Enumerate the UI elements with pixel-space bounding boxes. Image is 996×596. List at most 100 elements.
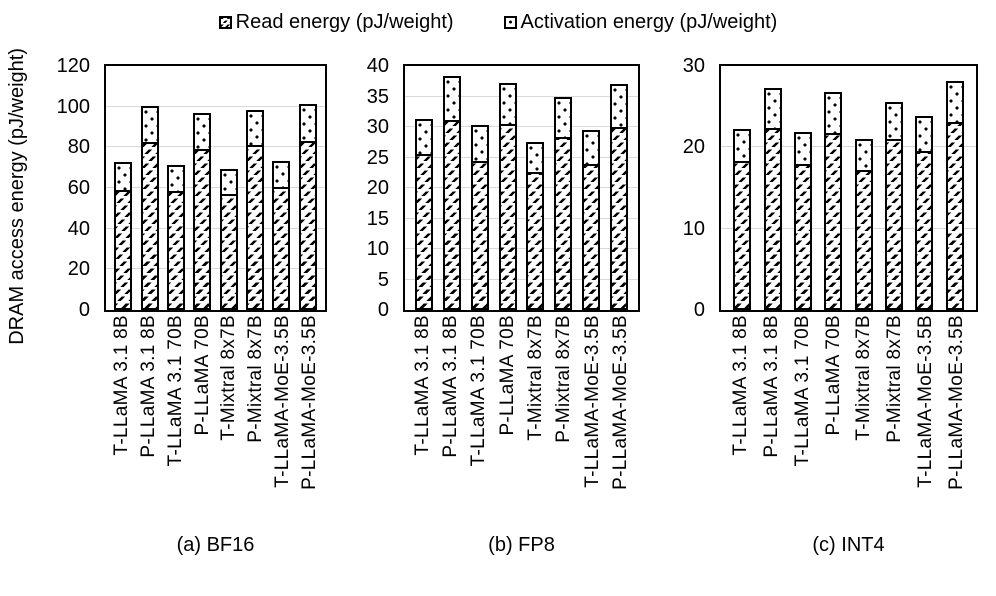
- activation-energy-segment: [945, 80, 964, 125]
- activation-energy-segment: [733, 128, 752, 164]
- gridline: [106, 105, 325, 107]
- bars: [721, 66, 976, 310]
- x-label-slot: T-LLaMA 3.1 70B: [468, 315, 489, 533]
- bar-T-LLaMA 3.1 70B: [793, 131, 812, 310]
- read-energy-segment: [582, 163, 601, 310]
- x-label-slot: T-Mixtral 8x7B: [853, 315, 874, 533]
- y-axis-ticks: 40 35 30 25 20 15 10 5 0: [341, 56, 403, 320]
- read-energy-segment: [763, 127, 782, 310]
- read-energy-swatch-icon: [218, 15, 232, 29]
- x-label-slot: T-LLaMA 3.1 8B: [411, 315, 433, 533]
- gridline: [405, 187, 638, 188]
- bar-T-LLaMA-MoE-3.5B: [272, 160, 291, 310]
- y-tick-label: 100: [56, 95, 90, 118]
- bars: [106, 66, 325, 310]
- activation-energy-segment: [470, 125, 489, 163]
- x-label-slot: T-LLaMA 3.1 8B: [111, 315, 132, 533]
- y-tick-label: 40: [67, 217, 90, 240]
- read-energy-segment: [193, 149, 212, 310]
- bar-T-LLaMA-MoE-3.5B: [582, 130, 601, 310]
- activation-energy-segment: [442, 76, 461, 122]
- read-energy-segment: [526, 171, 545, 310]
- bar-T-LLaMA 3.1 8B: [414, 119, 433, 310]
- bar-P-LLaMA 70B: [824, 92, 843, 310]
- y-tick-label: 5: [377, 268, 389, 291]
- x-tick-label: T-LLaMA 3.1 70B: [791, 315, 813, 467]
- activation-energy-segment: [114, 161, 133, 193]
- bar-P-LLaMA 3.1 8B: [442, 76, 461, 310]
- read-energy-segment: [114, 190, 133, 310]
- gridlines: [405, 66, 638, 310]
- bar-T-LLaMA-MoE-3.5B: [915, 116, 934, 310]
- x-tick-label: T-Mixtral 8x7B: [525, 315, 547, 441]
- activation-energy-segment: [140, 105, 159, 145]
- bar-T-LLaMA 3.1 8B: [114, 161, 133, 310]
- y-tick-label: 120: [56, 55, 90, 77]
- gridlines: [721, 66, 976, 310]
- read-energy-segment: [272, 186, 291, 310]
- activation-energy-segment: [414, 119, 433, 157]
- activation-energy-segment: [884, 101, 903, 142]
- read-energy-segment: [793, 163, 812, 310]
- read-energy-segment: [298, 141, 317, 310]
- read-energy-segment: [884, 139, 903, 310]
- gridline: [405, 248, 638, 249]
- activation-energy-segment: [854, 139, 873, 173]
- activation-energy-segment: [610, 84, 628, 129]
- read-energy-segment: [470, 160, 489, 310]
- bar-T-LLaMA 3.1 70B: [470, 125, 489, 310]
- read-energy-segment: [219, 194, 238, 310]
- activation-energy-swatch-icon: [503, 15, 517, 29]
- x-label-slot: P-Mixtral 8x7B: [245, 315, 267, 533]
- y-tick-label: 20: [67, 258, 90, 281]
- bar-T-Mixtral 8x7B: [526, 141, 545, 310]
- x-label-slot: P-LLaMA 70B: [191, 315, 213, 533]
- y-axis-title-text: DRAM access energy (pJ/weight): [6, 47, 28, 345]
- x-tick-label: P-LLaMA 70B: [822, 315, 844, 436]
- activation-energy-segment: [272, 160, 291, 189]
- x-label-slot: P-LLaMA 70B: [497, 315, 518, 533]
- y-axis-ticks: 120 100 80 60 40 20 0: [42, 56, 104, 320]
- x-label-slot: P-Mixtral 8x7B: [884, 315, 905, 533]
- legend-label-read-energy: Read energy (pJ/weight): [235, 10, 454, 33]
- x-label-slot: T-Mixtral 8x7B: [218, 315, 239, 533]
- y-tick-label: 20: [682, 136, 705, 159]
- activation-energy-segment: [245, 109, 264, 148]
- x-tick-label: P-LLaMA-MoE-3.5B: [610, 315, 632, 490]
- read-energy-segment: [140, 142, 159, 310]
- activation-energy-segment: [526, 141, 545, 174]
- x-label-slot: P-LLaMA 3.1 8B: [138, 315, 160, 533]
- y-tick-label: 25: [366, 146, 389, 169]
- bar-P-LLaMA-MoE-3.5B: [298, 103, 317, 310]
- activation-energy-segment: [219, 168, 238, 197]
- read-energy-segment: [245, 145, 264, 310]
- read-energy-segment: [554, 137, 573, 310]
- read-energy-segment: [733, 161, 752, 310]
- x-tick-label: P-LLaMA 3.1 8B: [138, 315, 160, 458]
- y-tick-label: 10: [682, 217, 705, 240]
- x-tick-label: T-LLaMA-MoE-3.5B: [271, 315, 293, 488]
- x-label-slot: T-LLaMA 3.1 70B: [791, 315, 813, 533]
- bar-P-Mixtral 8x7B: [554, 97, 573, 310]
- activation-energy-segment: [793, 131, 812, 166]
- legend-item-read-energy: Read energy (pJ/weight): [218, 10, 454, 34]
- x-tick-label: P-LLaMA-MoE-3.5B: [945, 315, 967, 490]
- subplot-caption-fp8: (b) FP8: [488, 534, 555, 556]
- plot-column: T-LLaMA 3.1 8B P-LLaMA 3.1 8B T-LLaMA 3.1 …: [403, 64, 640, 557]
- legend: Read energy (pJ/weight) Activation energ…: [0, 8, 996, 36]
- y-axis-ticks: 30 20 10 0: [657, 56, 719, 320]
- bar-P-LLaMA 3.1 8B: [763, 87, 782, 310]
- x-tick-label: P-Mixtral 8x7B: [245, 315, 267, 443]
- gridline: [106, 227, 325, 229]
- y-tick-label: 80: [67, 136, 90, 159]
- gridline: [405, 95, 638, 97]
- x-tick-label: T-LLaMA-MoE-3.5B: [914, 315, 936, 488]
- x-tick-label: T-LLaMA 3.1 8B: [411, 315, 433, 456]
- x-label-slot: P-LLaMA 70B: [822, 315, 844, 533]
- read-energy-segment: [498, 123, 517, 310]
- x-tick-label: P-LLaMA-MoE-3.5B: [298, 315, 320, 490]
- x-tick-label: T-LLaMA-MoE-3.5B: [581, 315, 603, 488]
- y-tick-label: 30: [366, 116, 389, 138]
- bar-T-LLaMA 3.1 8B: [733, 128, 752, 310]
- x-tick-label: P-LLaMA 70B: [191, 315, 213, 436]
